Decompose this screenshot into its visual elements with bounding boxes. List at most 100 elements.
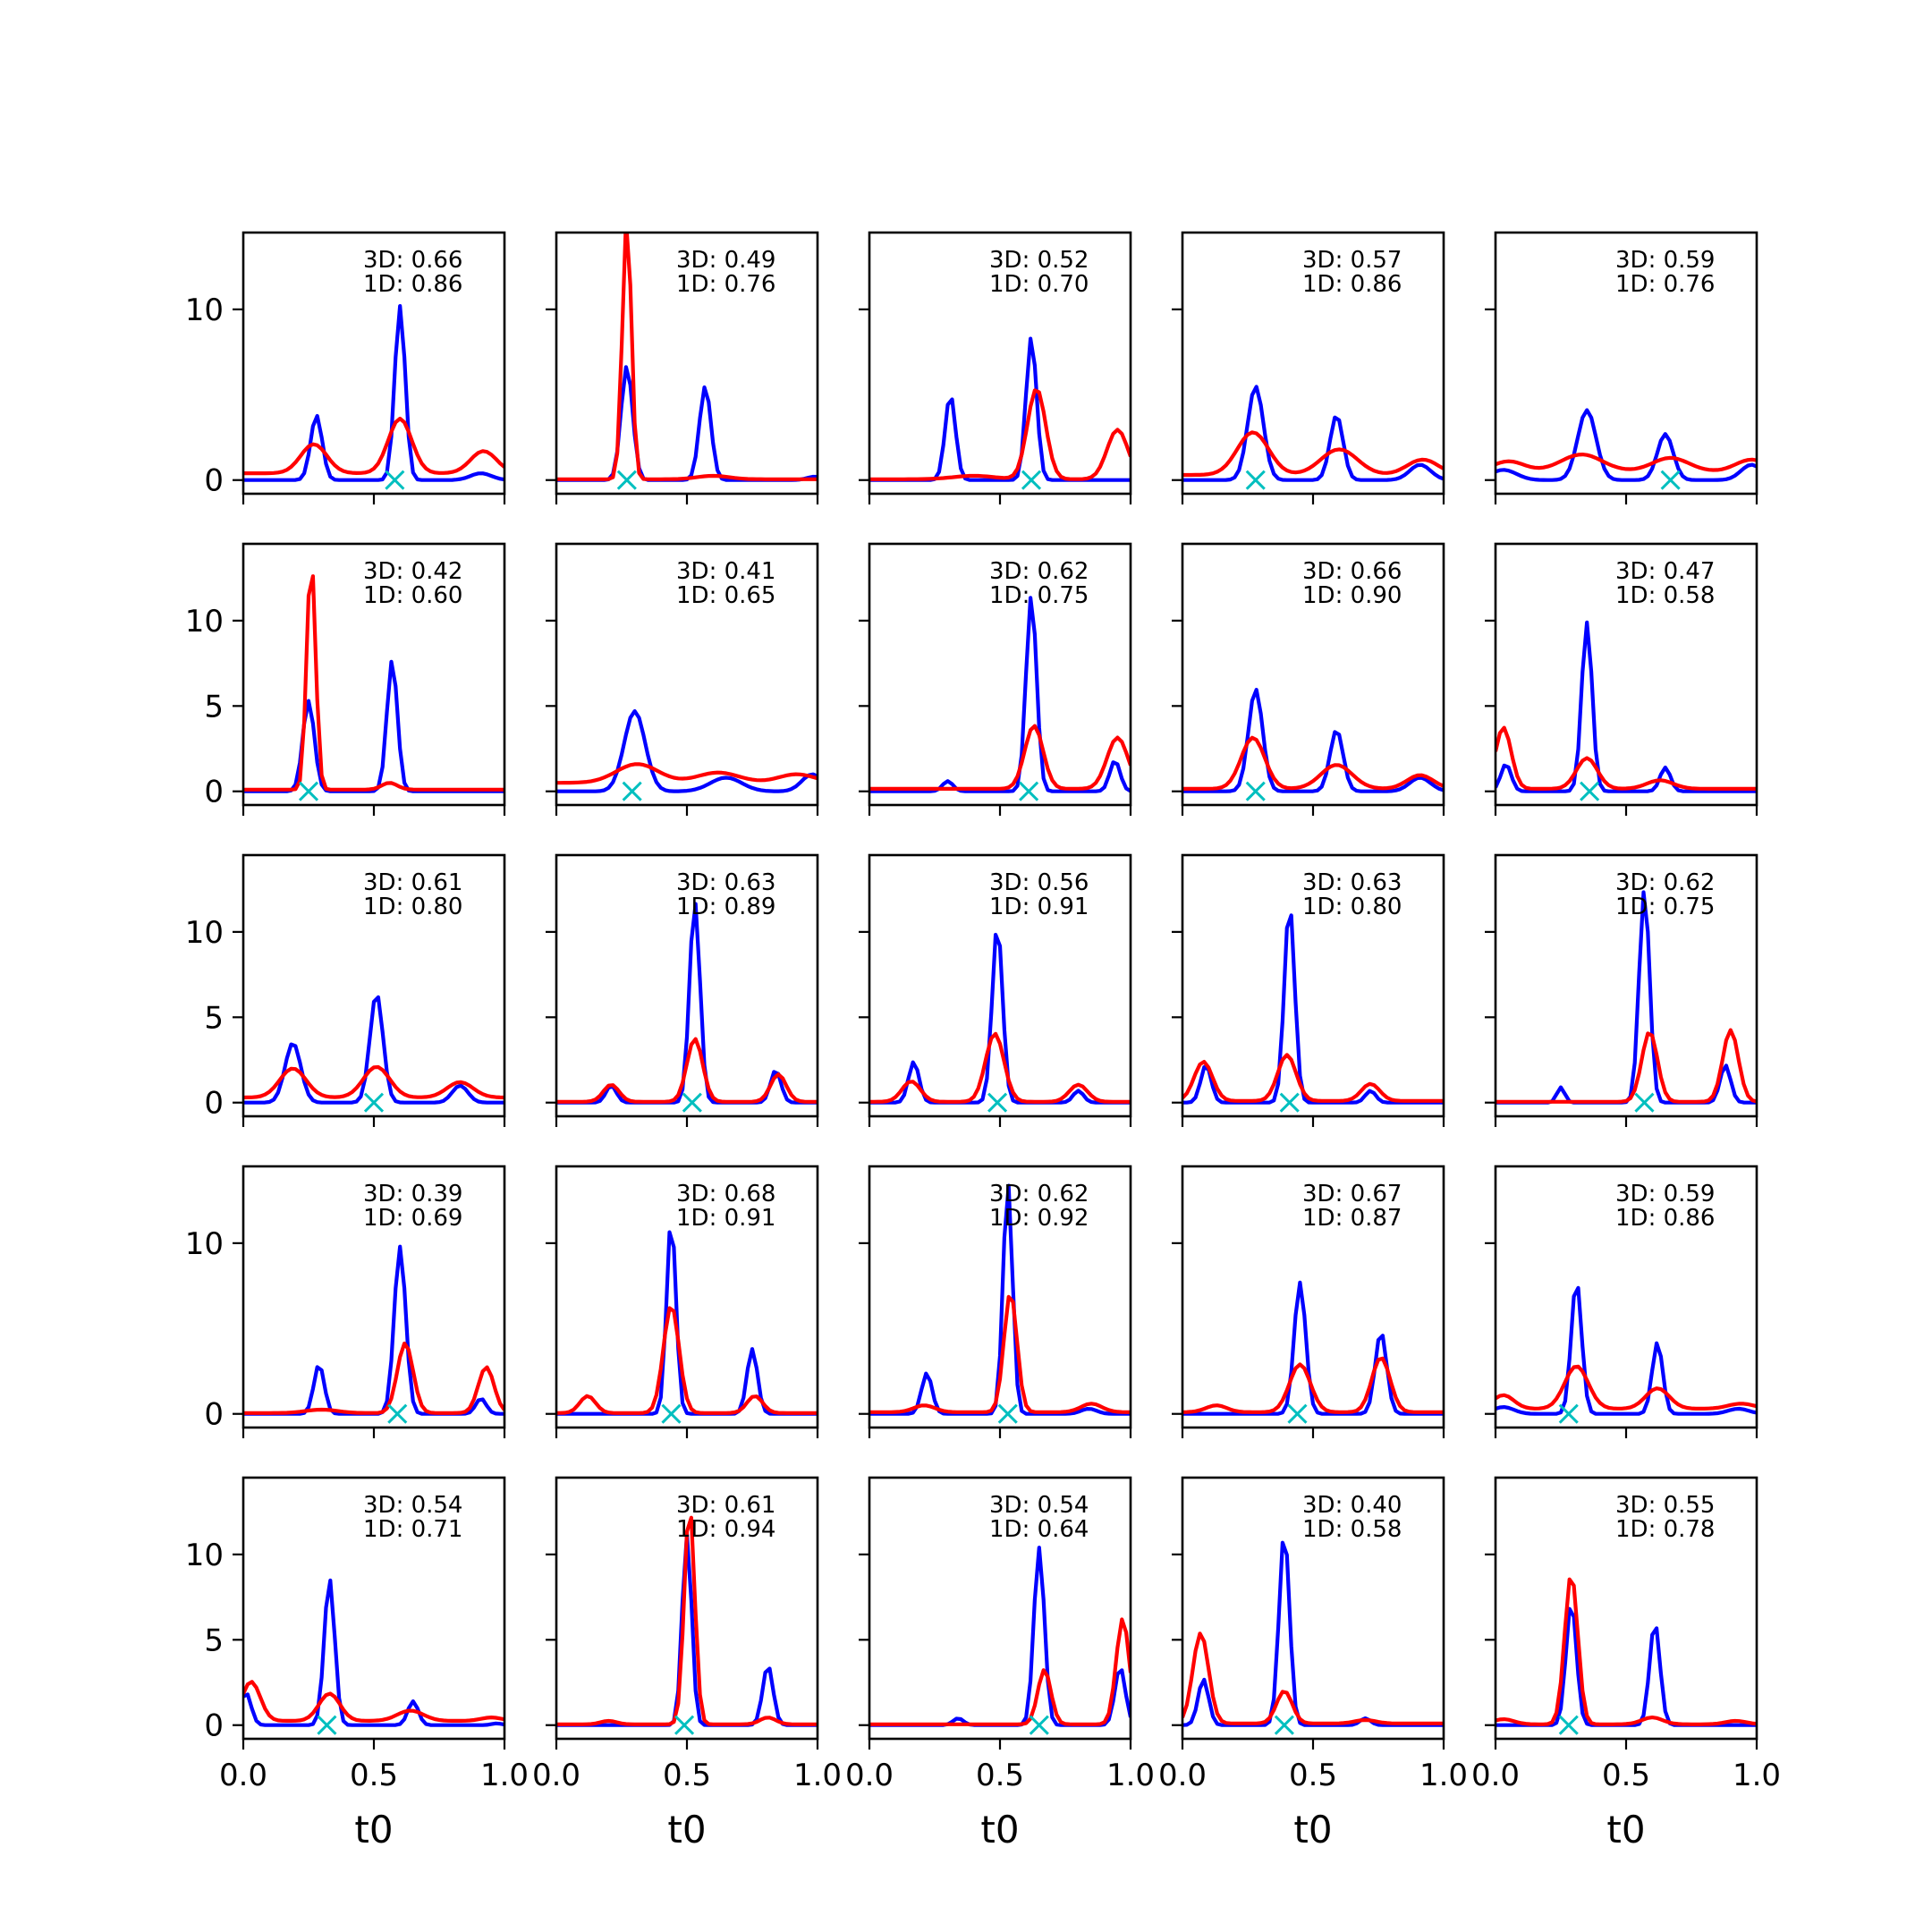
x-axis-label: t0 (1606, 1808, 1645, 1852)
x-tick-label: 1.0 (1419, 1758, 1468, 1793)
plot-area (869, 932, 1131, 1105)
plot-area (1182, 913, 1444, 1105)
marker-x (1245, 470, 1266, 490)
series-1d-line (556, 1515, 818, 1726)
series-3d-line (243, 1578, 504, 1727)
annotation-text: 1D: 0.94 (676, 1516, 775, 1543)
marker-x (1021, 470, 1042, 490)
plot-area (1182, 1540, 1444, 1727)
annotation-text: 3D: 0.61 (676, 1492, 775, 1519)
plot-area (556, 1230, 818, 1416)
y-tick-label: 5 (204, 1000, 224, 1036)
annotation-text: 3D: 0.66 (363, 247, 462, 274)
marker-x (1279, 1092, 1300, 1113)
marker-x (682, 1092, 702, 1113)
series-1d-line (869, 388, 1131, 481)
x-tick-label: 0.5 (976, 1758, 1024, 1793)
annotation-text: 3D: 0.42 (363, 558, 462, 585)
y-tick-label: 5 (204, 689, 224, 724)
marker-x (622, 781, 642, 801)
marker-x (1274, 1715, 1294, 1735)
series-1d-line (1496, 1364, 1757, 1411)
series-1d-line (556, 762, 818, 785)
series-3d-line (243, 304, 504, 482)
annotation-text: 3D: 0.62 (1615, 869, 1715, 896)
series-1d-line (243, 1341, 504, 1415)
series-1d-line (1182, 430, 1444, 478)
annotation-text: 3D: 0.47 (1615, 558, 1715, 585)
annotation-text: 3D: 0.62 (989, 1181, 1089, 1208)
annotation-text: 3D: 0.67 (1302, 1181, 1402, 1208)
annotation-text: 1D: 0.91 (676, 1205, 775, 1232)
series-3d-line (243, 995, 504, 1105)
plot-area (243, 304, 504, 482)
plot-area (1182, 1280, 1444, 1416)
annotation-text: 1D: 0.90 (1302, 582, 1402, 609)
annotation-text: 3D: 0.55 (1615, 1492, 1715, 1519)
annotation-text: 1D: 0.71 (363, 1516, 462, 1543)
plot-area (1496, 408, 1757, 482)
series-1d-line (243, 574, 504, 792)
annotation-text: 1D: 0.86 (1615, 1205, 1715, 1232)
annotation-text: 1D: 0.78 (1615, 1516, 1715, 1543)
plot-area (869, 336, 1131, 482)
marker-x (997, 1403, 1018, 1424)
annotation-text: 1D: 0.58 (1615, 582, 1715, 609)
series-3d-line (556, 708, 818, 793)
marker-x (1245, 781, 1266, 801)
series-3d-line (1182, 385, 1444, 482)
annotation-text: 3D: 0.59 (1615, 1181, 1715, 1208)
series-3d-line (869, 1183, 1131, 1416)
plot-area (556, 1515, 818, 1727)
x-tick-label: 0.0 (845, 1758, 894, 1793)
series-1d-line (869, 724, 1131, 792)
series-3d-line (1182, 1280, 1444, 1416)
annotation-text: 3D: 0.40 (1302, 1492, 1402, 1519)
annotation-text: 1D: 0.91 (989, 894, 1089, 920)
x-tick-label: 1.0 (480, 1758, 529, 1793)
plot-area (243, 1244, 504, 1416)
annotation-text: 1D: 0.86 (363, 271, 462, 298)
x-tick-label: 0.5 (350, 1758, 398, 1793)
plot-area (869, 596, 1131, 793)
plot-area (869, 1546, 1131, 1727)
marker-x (363, 1092, 385, 1113)
marker-x (674, 1715, 695, 1735)
marker-x (1558, 1715, 1579, 1735)
series-3d-line (1496, 620, 1757, 793)
marker-x (987, 1092, 1008, 1113)
marker-x (298, 781, 319, 801)
series-3d-line (1182, 687, 1444, 793)
annotation-text: 3D: 0.66 (1302, 558, 1402, 585)
annotation-text: 1D: 0.86 (1302, 271, 1402, 298)
marker-x (1287, 1403, 1308, 1424)
x-tick-label: 0.5 (1602, 1758, 1650, 1793)
series-1d-line (1182, 1356, 1444, 1414)
annotation-text: 3D: 0.57 (1302, 247, 1402, 274)
x-tick-label: 1.0 (793, 1758, 842, 1793)
series-1d-line (556, 1306, 818, 1415)
y-tick-label: 10 (185, 1538, 224, 1573)
plot-area (1182, 385, 1444, 482)
marker-x (1660, 470, 1681, 490)
plot-area (1496, 1577, 1757, 1727)
series-1d-line (869, 1617, 1131, 1726)
y-tick-label: 0 (204, 1086, 224, 1122)
x-axis-label: t0 (1293, 1808, 1332, 1852)
annotation-text: 3D: 0.63 (676, 869, 775, 896)
x-axis-label: t0 (354, 1808, 393, 1852)
